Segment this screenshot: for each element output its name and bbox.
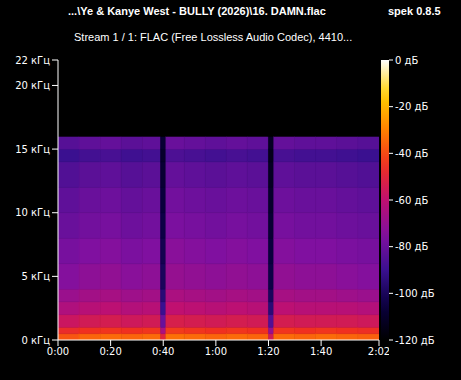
svg-text:20 кГц: 20 кГц (15, 80, 50, 91)
svg-text:2:02: 2:02 (368, 346, 389, 357)
svg-text:0:40: 0:40 (152, 346, 174, 357)
svg-text:1:00: 1:00 (205, 346, 227, 357)
svg-text:5 кГц: 5 кГц (22, 271, 51, 282)
html-text:spek 0.8.5: spek 0.8.5 (388, 5, 441, 17)
svg-text:1:20: 1:20 (257, 346, 279, 357)
svg-text:-120 дБ: -120 дБ (395, 335, 435, 346)
svg-text:-20 дБ: -20 дБ (395, 101, 428, 112)
svg-text:-40 дБ: -40 дБ (395, 148, 428, 159)
svg-text:-60 дБ: -60 дБ (395, 195, 428, 206)
svg-text:22 кГц: 22 кГц (15, 55, 50, 66)
svg-text:0:20: 0:20 (99, 346, 121, 357)
svg-text:-80 дБ: -80 дБ (395, 241, 428, 252)
html-text:Stream 1 / 1: FLAC (Free Lossl: Stream 1 / 1: FLAC (Free Lossless Audio … (74, 31, 353, 43)
svg-text:0:00: 0:00 (47, 346, 69, 357)
svg-text:10 кГц: 10 кГц (15, 207, 50, 218)
svg-text:0 кГц: 0 кГц (22, 335, 51, 346)
html-text:...\Ye & Kanye West - BULLY (2: ...\Ye & Kanye West - BULLY (2026)\16. D… (68, 5, 326, 17)
svg-text:1:40: 1:40 (310, 346, 332, 357)
svg-text:15 кГц: 15 кГц (15, 144, 50, 155)
svg-text:-100 дБ: -100 дБ (395, 288, 435, 299)
svg-text:0 дБ: 0 дБ (395, 55, 418, 66)
